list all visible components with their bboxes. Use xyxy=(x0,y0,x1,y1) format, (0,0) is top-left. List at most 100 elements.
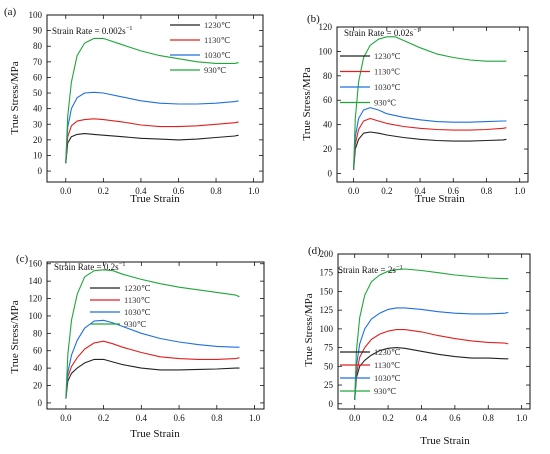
legend-label: 1230℃ xyxy=(374,347,401,357)
y-tick-label: 30 xyxy=(33,119,43,129)
plot-frame xyxy=(337,253,531,410)
series-line-3 xyxy=(354,307,509,401)
series-line-2 xyxy=(65,340,240,399)
y-tick-label: 75 xyxy=(324,343,334,353)
y-tick-label: 90 xyxy=(33,26,43,36)
y-tick-label: 40 xyxy=(33,363,43,373)
y-tick-label: 80 xyxy=(323,71,333,81)
legend-label: 930℃ xyxy=(204,65,227,75)
y-tick-label: 50 xyxy=(33,88,43,98)
y-tick-label: 150 xyxy=(320,286,334,296)
series-line-4 xyxy=(354,268,509,401)
y-tick-label: 10 xyxy=(33,150,43,160)
legend-label: 1030℃ xyxy=(374,82,401,92)
x-tick-label: 1.0 xyxy=(514,186,526,196)
series-line-1 xyxy=(354,347,509,401)
x-tick-label: 0.8 xyxy=(211,413,223,423)
series-line-1 xyxy=(65,133,239,164)
y-tick-label: 100 xyxy=(319,46,333,56)
series-line-3 xyxy=(353,107,507,169)
x-tick-label: 0.2 xyxy=(382,413,393,423)
legend-label: 1130℃ xyxy=(374,67,401,77)
series-line-1 xyxy=(353,131,507,170)
plot-frame xyxy=(336,26,529,183)
y-tick-label: 140 xyxy=(29,276,43,286)
x-tick-label: 1.0 xyxy=(516,413,528,423)
x-tick-label: 0.6 xyxy=(173,186,185,196)
y-tick-label: 125 xyxy=(320,305,334,315)
y-tick-label: 20 xyxy=(323,144,333,154)
x-tick-label: 0.2 xyxy=(381,186,392,196)
y-tick-label: 40 xyxy=(33,104,43,114)
y-tick-label: 20 xyxy=(33,381,43,391)
legend-label: 1130℃ xyxy=(374,360,401,370)
plot-frame xyxy=(46,261,265,410)
y-tick-label: 70 xyxy=(33,57,43,67)
legend-label: 1030℃ xyxy=(204,50,231,60)
y-tick-label: 60 xyxy=(323,95,333,105)
chart-panel-3: 0.0 0.2 0.4 0.6 0.8 1.0 0 20 40 60 80 100 120 140 160 1… xyxy=(9,253,265,440)
legend-label: 930℃ xyxy=(374,386,397,396)
x-tick-label: 0.4 xyxy=(414,186,426,196)
x-tick-label: 0.4 xyxy=(136,413,148,423)
legend-label: 1030℃ xyxy=(374,373,401,383)
legend-label: 1130℃ xyxy=(124,295,151,305)
x-tick-label: 0.8 xyxy=(210,186,222,196)
strain-rate-label: Strain Rate = 0.002s−1 xyxy=(52,25,133,36)
legend-label: 1030℃ xyxy=(124,307,151,317)
y-tick-label: 100 xyxy=(320,324,334,334)
panel-label: (b) xyxy=(307,13,320,25)
x-axis-title: True Strain xyxy=(415,193,465,205)
panel-label: (c) xyxy=(16,253,29,265)
x-axis-title: True Strain xyxy=(130,193,180,205)
x-tick-label: 0.8 xyxy=(481,186,493,196)
strain-rate-label: Strain Rate = 2s−1 xyxy=(338,264,403,275)
chart-panel-4: 0.0 0.2 0.4 0.6 0.8 1.0 0 25 50 75 100 125 150 175 200… xyxy=(303,245,531,447)
y-axis-title: True Stress/MPa xyxy=(9,61,21,134)
x-tick-label: 0.6 xyxy=(173,413,185,423)
legend-label: 930℃ xyxy=(124,319,147,329)
series-line-4 xyxy=(65,37,239,162)
x-tick-label: 0.6 xyxy=(449,413,461,423)
y-tick-label: 0 xyxy=(329,399,334,409)
y-tick-label: 0 xyxy=(38,398,43,408)
panel-label: (d) xyxy=(308,245,321,257)
series-line-4 xyxy=(65,269,240,398)
x-tick-label: 1.0 xyxy=(248,186,260,196)
x-tick-label: 0.8 xyxy=(483,413,495,423)
x-tick-label: 1.0 xyxy=(249,413,261,423)
chart-panel-2: 0.0 0.2 0.4 0.6 0.8 1.0 0 20 40 60 80 100 120 1230℃ 11… xyxy=(301,13,529,205)
series-line-2 xyxy=(65,118,239,162)
chart-panel-1: 0.0 0.2 0.4 0.6 0.8 1.0 0 10 20 30 40 50 60 70 80 90 100… xyxy=(4,6,264,205)
y-tick-label: 40 xyxy=(323,120,333,130)
x-tick-label: 0.0 xyxy=(349,413,361,423)
y-tick-label: 80 xyxy=(33,328,43,338)
strain-rate-label: Strain Rate = 0.2s−1 xyxy=(54,261,126,272)
y-tick-label: 25 xyxy=(324,380,334,390)
y-tick-label: 60 xyxy=(33,346,43,356)
y-tick-label: 160 xyxy=(29,259,43,269)
x-tick-label: 0.4 xyxy=(416,413,428,423)
y-tick-label: 100 xyxy=(29,10,43,20)
x-tick-label: 0.0 xyxy=(348,186,360,196)
y-tick-label: 0 xyxy=(328,168,333,178)
y-tick-label: 120 xyxy=(29,294,43,304)
legend-label: 1130℃ xyxy=(204,35,231,45)
plot-frame xyxy=(46,14,264,183)
y-tick-label: 175 xyxy=(320,268,334,278)
panel-label: (a) xyxy=(4,6,17,18)
series-line-4 xyxy=(353,36,507,169)
x-tick-label: 0.4 xyxy=(135,186,147,196)
series-line-3 xyxy=(65,91,239,162)
y-tick-label: 100 xyxy=(29,311,43,321)
x-tick-label: 0.6 xyxy=(448,186,460,196)
series-line-3 xyxy=(65,319,240,399)
y-tick-label: 60 xyxy=(33,72,43,82)
strain-rate-label: Strain Rate = 0.02s−1 xyxy=(344,27,420,38)
legend-label: 1230℃ xyxy=(204,20,231,30)
y-axis-title: True Stress/MPa xyxy=(301,67,313,140)
legend-label: 1230℃ xyxy=(124,283,151,293)
x-tick-label: 0.2 xyxy=(98,186,109,196)
